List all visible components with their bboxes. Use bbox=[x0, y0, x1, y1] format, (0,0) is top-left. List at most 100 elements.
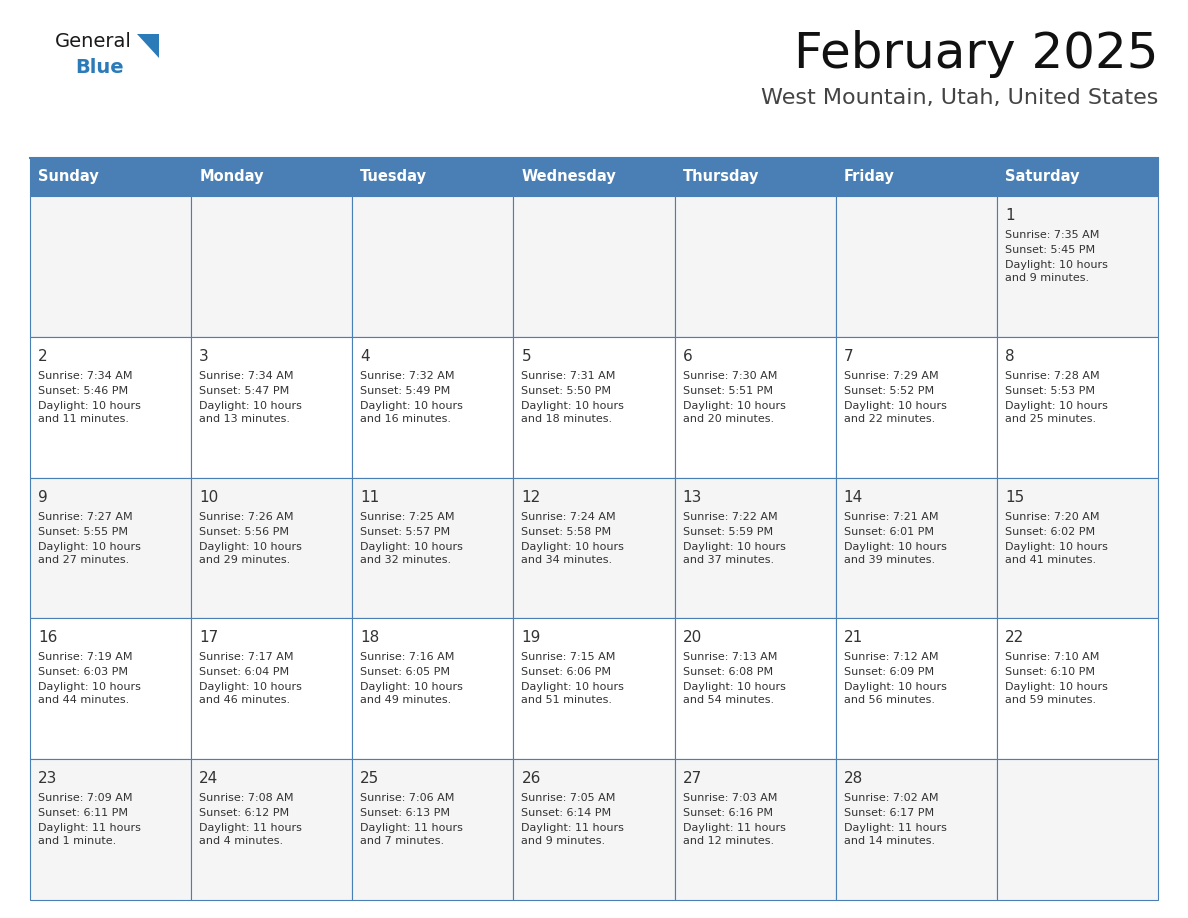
Bar bbox=[675, 477, 835, 619]
Text: and 14 minutes.: and 14 minutes. bbox=[843, 836, 935, 846]
Text: Sunset: 6:06 PM: Sunset: 6:06 PM bbox=[522, 667, 612, 677]
Text: Sunrise: 7:03 AM: Sunrise: 7:03 AM bbox=[683, 793, 777, 803]
Text: Sunset: 5:58 PM: Sunset: 5:58 PM bbox=[522, 527, 612, 537]
Text: 12: 12 bbox=[522, 489, 541, 505]
Bar bbox=[191, 196, 353, 337]
Text: 22: 22 bbox=[1005, 631, 1024, 645]
Text: Daylight: 10 hours: Daylight: 10 hours bbox=[1005, 682, 1107, 692]
Text: Sunrise: 7:21 AM: Sunrise: 7:21 AM bbox=[843, 511, 939, 521]
Text: Sunrise: 7:12 AM: Sunrise: 7:12 AM bbox=[843, 653, 939, 663]
Text: Daylight: 10 hours: Daylight: 10 hours bbox=[1005, 260, 1107, 270]
Text: Sunset: 5:51 PM: Sunset: 5:51 PM bbox=[683, 386, 772, 396]
Text: 4: 4 bbox=[360, 349, 369, 364]
Bar bbox=[353, 759, 513, 900]
Text: Daylight: 10 hours: Daylight: 10 hours bbox=[683, 401, 785, 410]
Text: Sunrise: 7:15 AM: Sunrise: 7:15 AM bbox=[522, 653, 615, 663]
Text: Sunset: 6:12 PM: Sunset: 6:12 PM bbox=[200, 808, 290, 818]
Text: and 12 minutes.: and 12 minutes. bbox=[683, 836, 773, 846]
Text: Daylight: 10 hours: Daylight: 10 hours bbox=[843, 401, 947, 410]
Text: Sunset: 5:57 PM: Sunset: 5:57 PM bbox=[360, 527, 450, 537]
Text: Sunrise: 7:02 AM: Sunrise: 7:02 AM bbox=[843, 793, 939, 803]
Text: Sunrise: 7:08 AM: Sunrise: 7:08 AM bbox=[200, 793, 293, 803]
Text: 20: 20 bbox=[683, 631, 702, 645]
Bar bbox=[191, 619, 353, 759]
Text: and 49 minutes.: and 49 minutes. bbox=[360, 696, 451, 705]
Text: and 41 minutes.: and 41 minutes. bbox=[1005, 554, 1097, 565]
Text: and 37 minutes.: and 37 minutes. bbox=[683, 554, 773, 565]
Text: 8: 8 bbox=[1005, 349, 1015, 364]
Text: Daylight: 10 hours: Daylight: 10 hours bbox=[1005, 542, 1107, 552]
Bar bbox=[675, 619, 835, 759]
Text: Sunrise: 7:10 AM: Sunrise: 7:10 AM bbox=[1005, 653, 1099, 663]
Bar bbox=[997, 337, 1158, 477]
Text: 1: 1 bbox=[1005, 208, 1015, 223]
Bar bbox=[835, 337, 997, 477]
Text: Sunrise: 7:22 AM: Sunrise: 7:22 AM bbox=[683, 511, 777, 521]
Text: and 56 minutes.: and 56 minutes. bbox=[843, 696, 935, 705]
Bar bbox=[675, 158, 835, 196]
Text: Sunset: 5:56 PM: Sunset: 5:56 PM bbox=[200, 527, 289, 537]
Bar bbox=[513, 619, 675, 759]
Text: Daylight: 11 hours: Daylight: 11 hours bbox=[683, 823, 785, 834]
Text: Sunset: 6:14 PM: Sunset: 6:14 PM bbox=[522, 808, 612, 818]
Text: 7: 7 bbox=[843, 349, 853, 364]
Text: and 11 minutes.: and 11 minutes. bbox=[38, 414, 129, 424]
Text: 2: 2 bbox=[38, 349, 48, 364]
Text: Daylight: 10 hours: Daylight: 10 hours bbox=[522, 401, 625, 410]
Text: Sunset: 6:11 PM: Sunset: 6:11 PM bbox=[38, 808, 128, 818]
Text: Friday: Friday bbox=[843, 170, 895, 185]
Text: Thursday: Thursday bbox=[683, 170, 759, 185]
Bar bbox=[30, 158, 191, 196]
Text: Sunset: 6:02 PM: Sunset: 6:02 PM bbox=[1005, 527, 1095, 537]
Text: Sunset: 6:17 PM: Sunset: 6:17 PM bbox=[843, 808, 934, 818]
Text: Daylight: 10 hours: Daylight: 10 hours bbox=[522, 542, 625, 552]
Text: Sunset: 6:05 PM: Sunset: 6:05 PM bbox=[360, 667, 450, 677]
Bar bbox=[997, 477, 1158, 619]
Text: and 46 minutes.: and 46 minutes. bbox=[200, 696, 290, 705]
Text: and 39 minutes.: and 39 minutes. bbox=[843, 554, 935, 565]
Text: Daylight: 10 hours: Daylight: 10 hours bbox=[38, 542, 141, 552]
Bar bbox=[30, 759, 191, 900]
Text: Sunset: 5:55 PM: Sunset: 5:55 PM bbox=[38, 527, 128, 537]
Text: Sunrise: 7:19 AM: Sunrise: 7:19 AM bbox=[38, 653, 133, 663]
Text: and 13 minutes.: and 13 minutes. bbox=[200, 414, 290, 424]
Text: Sunrise: 7:25 AM: Sunrise: 7:25 AM bbox=[360, 511, 455, 521]
Text: Sunset: 5:45 PM: Sunset: 5:45 PM bbox=[1005, 245, 1095, 255]
Text: Daylight: 10 hours: Daylight: 10 hours bbox=[200, 682, 302, 692]
Bar bbox=[997, 759, 1158, 900]
Text: Sunset: 5:46 PM: Sunset: 5:46 PM bbox=[38, 386, 128, 396]
Text: Wednesday: Wednesday bbox=[522, 170, 617, 185]
Text: and 54 minutes.: and 54 minutes. bbox=[683, 696, 773, 705]
Bar bbox=[835, 158, 997, 196]
Text: Sunset: 6:10 PM: Sunset: 6:10 PM bbox=[1005, 667, 1095, 677]
Text: Sunset: 6:16 PM: Sunset: 6:16 PM bbox=[683, 808, 772, 818]
Text: Sunrise: 7:29 AM: Sunrise: 7:29 AM bbox=[843, 371, 939, 381]
Text: 9: 9 bbox=[38, 489, 48, 505]
Text: Daylight: 11 hours: Daylight: 11 hours bbox=[522, 823, 625, 834]
Text: Daylight: 11 hours: Daylight: 11 hours bbox=[360, 823, 463, 834]
Text: and 7 minutes.: and 7 minutes. bbox=[360, 836, 444, 846]
Bar bbox=[997, 196, 1158, 337]
Bar bbox=[353, 196, 513, 337]
Text: Sunrise: 7:34 AM: Sunrise: 7:34 AM bbox=[38, 371, 133, 381]
Text: Sunrise: 7:27 AM: Sunrise: 7:27 AM bbox=[38, 511, 133, 521]
Text: Daylight: 10 hours: Daylight: 10 hours bbox=[360, 542, 463, 552]
Text: Blue: Blue bbox=[75, 58, 124, 77]
Text: Daylight: 10 hours: Daylight: 10 hours bbox=[200, 401, 302, 410]
Bar bbox=[997, 619, 1158, 759]
Text: and 22 minutes.: and 22 minutes. bbox=[843, 414, 935, 424]
Text: Daylight: 10 hours: Daylight: 10 hours bbox=[38, 401, 141, 410]
Bar bbox=[835, 759, 997, 900]
Text: Sunrise: 7:34 AM: Sunrise: 7:34 AM bbox=[200, 371, 293, 381]
Text: and 9 minutes.: and 9 minutes. bbox=[522, 836, 606, 846]
Text: Sunrise: 7:20 AM: Sunrise: 7:20 AM bbox=[1005, 511, 1099, 521]
Text: Sunrise: 7:06 AM: Sunrise: 7:06 AM bbox=[360, 793, 455, 803]
Text: Sunrise: 7:28 AM: Sunrise: 7:28 AM bbox=[1005, 371, 1100, 381]
Bar bbox=[191, 759, 353, 900]
Bar bbox=[513, 477, 675, 619]
Text: Sunset: 5:53 PM: Sunset: 5:53 PM bbox=[1005, 386, 1095, 396]
Text: 6: 6 bbox=[683, 349, 693, 364]
Bar bbox=[353, 619, 513, 759]
Text: Sunset: 5:52 PM: Sunset: 5:52 PM bbox=[843, 386, 934, 396]
Text: 14: 14 bbox=[843, 489, 862, 505]
